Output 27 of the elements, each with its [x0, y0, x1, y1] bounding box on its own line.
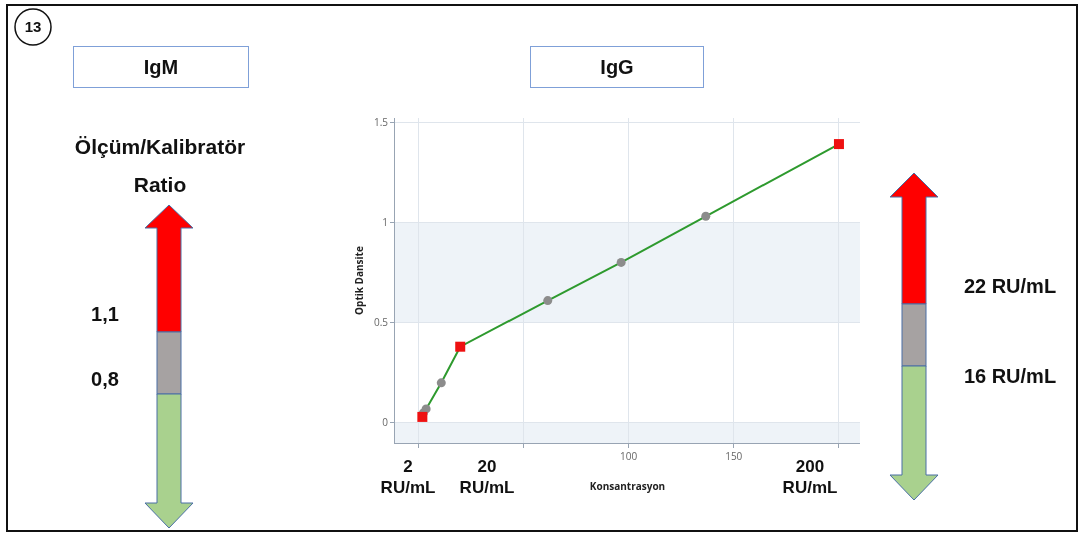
text: Ölçüm/Kalibratör Ratio	[73, 134, 247, 198]
point	[455, 341, 466, 352]
point	[421, 404, 431, 414]
point	[616, 257, 626, 267]
text: 2 RU/mL	[380, 456, 436, 498]
text: IgM	[73, 46, 249, 88]
text: 0,8	[90, 368, 120, 391]
text: 13	[23, 17, 43, 37]
point	[701, 211, 711, 221]
point	[436, 378, 446, 388]
text: 22 RU/mL	[962, 275, 1058, 298]
y-tick-label: 1.5	[373, 114, 389, 129]
y-axis-title: Optik Dansite	[351, 246, 366, 315]
text: 16 RU/mL	[962, 365, 1058, 388]
text: 200 RU/mL	[781, 456, 839, 498]
point	[833, 139, 844, 150]
x-tick-label: 150	[725, 449, 743, 463]
x-tick-label: 100	[619, 449, 638, 463]
y-tick-label: 1	[382, 214, 388, 229]
y-tick-label: 0	[382, 415, 389, 430]
point	[543, 296, 553, 306]
x-axis-title: Konsantrasyon	[589, 478, 666, 493]
text: 1,1	[90, 303, 120, 326]
point	[417, 411, 428, 422]
y-tick-label: 0.5	[373, 315, 389, 330]
chart-title: IgG	[530, 46, 704, 88]
text: 20 RU/mL	[458, 456, 516, 498]
